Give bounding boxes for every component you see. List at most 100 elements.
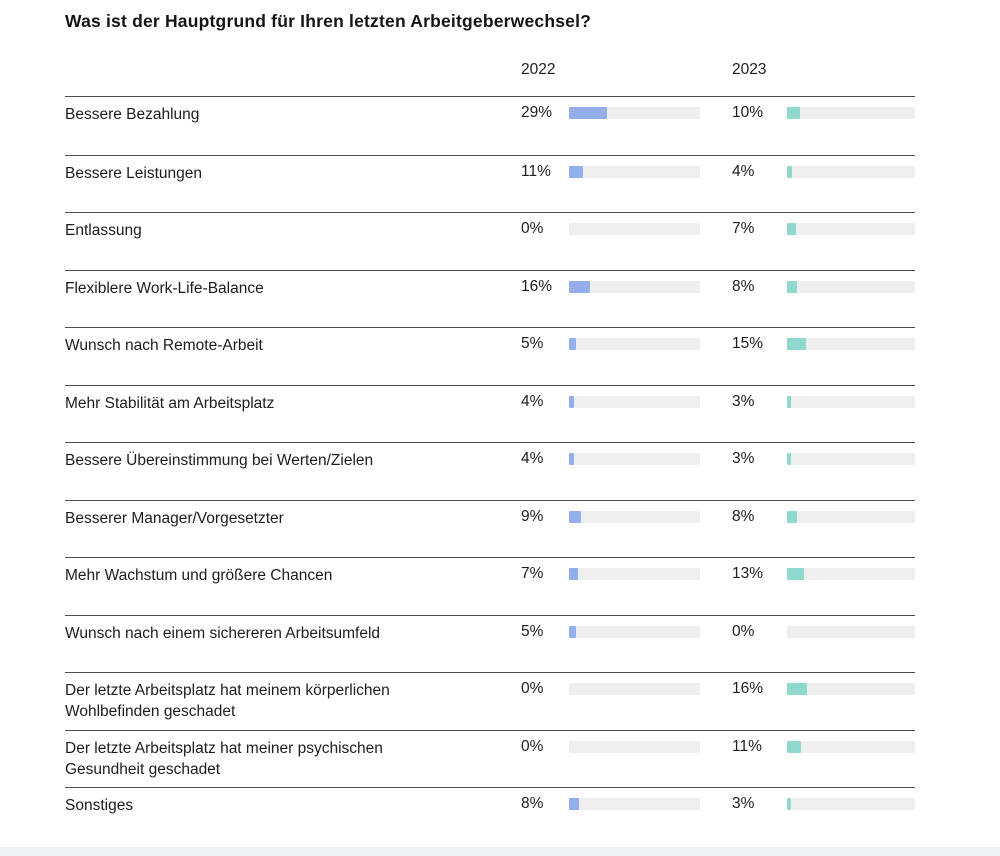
row-label: Der letzte Arbeitsplatz hat meiner psych…	[65, 739, 383, 778]
bar-cell-2022	[569, 558, 700, 615]
bar-fill-2023	[787, 395, 791, 408]
bar-cell-2023	[787, 788, 915, 845]
column-gap	[700, 156, 732, 213]
bar-track-2023	[787, 107, 915, 119]
row-label: Mehr Wachstum und größere Chancen	[65, 567, 333, 584]
value-2022: 0%	[521, 220, 544, 237]
value-2023: 8%	[732, 507, 755, 525]
value-2023: 3%	[732, 795, 755, 812]
row-label: Sonstiges	[65, 797, 134, 814]
bar-fill-2023	[787, 280, 798, 293]
value-2023: 11%	[732, 737, 762, 755]
bar-cell-2023	[787, 213, 915, 270]
table-row: Bessere Leistungen 11% 4%	[65, 154, 915, 213]
bar-fill-2023	[787, 338, 807, 350]
value-2022: 4%	[521, 450, 544, 467]
chart-rows: Bessere Bezahlung 29% 10% Bessere Leistu…	[65, 97, 915, 845]
bar-track-2023	[787, 568, 915, 580]
value-2022: 7%	[521, 565, 544, 582]
bar-fill-2023	[787, 510, 798, 523]
header-spacer	[787, 33, 915, 96]
column-gap	[700, 731, 732, 788]
bar-track-2023	[787, 280, 915, 293]
bar-cell-2022	[569, 328, 700, 385]
table-row: Flexiblere Work-Life-Balance 16% 8%	[65, 269, 915, 328]
bar-cell-2022	[569, 443, 700, 500]
table-row: Bessere Bezahlung 29% 10%	[65, 97, 915, 155]
bar-cell-2022	[569, 673, 700, 730]
column-gap	[700, 788, 732, 845]
row-label: Flexiblere Work-Life-Balance	[65, 279, 264, 297]
column-gap	[700, 386, 732, 443]
bar-track-2022	[569, 107, 700, 119]
bar-fill-2022	[569, 453, 575, 465]
row-label: Der letzte Arbeitsplatz hat meinem körpe…	[65, 682, 390, 720]
value-2023: 10%	[732, 104, 764, 121]
bar-cell-2023	[787, 616, 915, 673]
column-gap	[700, 501, 732, 558]
bar-fill-2023	[787, 107, 800, 119]
bar-cell-2022	[569, 97, 700, 155]
bar-track-2022	[569, 280, 700, 293]
bar-cell-2023	[787, 328, 915, 385]
bar-fill-2022	[569, 395, 575, 408]
bar-track-2023	[787, 625, 915, 638]
bar-track-2023	[787, 223, 915, 235]
bottom-strip	[0, 847, 1000, 856]
column-gap	[700, 213, 732, 270]
row-label: Mehr Stabilität am Arbeitsplatz	[65, 394, 275, 412]
bar-track-2022	[569, 625, 700, 638]
column-gap	[700, 558, 732, 615]
bar-cell-2023	[787, 731, 915, 788]
value-2022: 11%	[521, 162, 551, 180]
bar-fill-2023	[787, 568, 804, 580]
chart-title: Was ist der Hauptgrund für Ihren letzten…	[65, 11, 592, 31]
bar-fill-2023	[787, 798, 791, 810]
bar-fill-2022	[569, 165, 584, 178]
row-label: Besserer Manager/Vorgesetzter	[65, 509, 284, 527]
table-row: Der letzte Arbeitsplatz hat meinem körpe…	[65, 672, 915, 730]
bar-cell-2023	[787, 271, 915, 328]
bar-cell-2023	[787, 386, 915, 443]
table-row: Wunsch nach einem sichereren Arbeitsumfe…	[65, 614, 915, 673]
value-2022: 0%	[521, 737, 544, 755]
bar-fill-2023	[787, 683, 808, 695]
table-row: Besserer Manager/Vorgesetzter 9% 8%	[65, 499, 915, 558]
bar-track-2022	[569, 740, 700, 753]
bar-track-2023	[787, 165, 915, 178]
bar-cell-2022	[569, 616, 700, 673]
table-row: Bessere Übereinstimmung bei Werten/Ziele…	[65, 442, 915, 500]
row-label: Wunsch nach einem sichereren Arbeitsumfe…	[65, 624, 381, 642]
chart-container: Was ist der Hauptgrund für Ihren letzten…	[0, 10, 1000, 845]
bar-track-2022	[569, 223, 700, 235]
bar-cell-2023	[787, 558, 915, 615]
value-2022: 9%	[521, 507, 544, 525]
column-gap	[700, 443, 732, 500]
bar-cell-2023	[787, 673, 915, 730]
bar-fill-2022	[569, 798, 580, 810]
bar-fill-2023	[787, 223, 796, 235]
bar-cell-2022	[569, 271, 700, 328]
bar-track-2022	[569, 798, 700, 810]
bar-fill-2022	[569, 625, 576, 638]
bar-track-2022	[569, 165, 700, 178]
value-2023: 3%	[732, 450, 755, 467]
column-gap	[700, 616, 732, 673]
value-2023: 4%	[732, 162, 755, 180]
bar-cell-2022	[569, 788, 700, 845]
value-2022: 0%	[521, 680, 544, 697]
bar-fill-2023	[787, 165, 793, 178]
bar-track-2022	[569, 568, 700, 580]
value-2022: 29%	[521, 104, 553, 121]
bar-track-2022	[569, 395, 700, 408]
table-row: Sonstiges 8% 3%	[65, 787, 915, 845]
bar-track-2023	[787, 338, 915, 350]
bar-cell-2022	[569, 156, 700, 213]
bar-cell-2023	[787, 97, 915, 155]
value-2023: 8%	[732, 277, 755, 295]
bar-track-2022	[569, 683, 700, 695]
column-gap	[700, 673, 732, 730]
header-spacer	[700, 33, 732, 96]
bar-cell-2022	[569, 731, 700, 788]
bar-track-2023	[787, 740, 915, 753]
